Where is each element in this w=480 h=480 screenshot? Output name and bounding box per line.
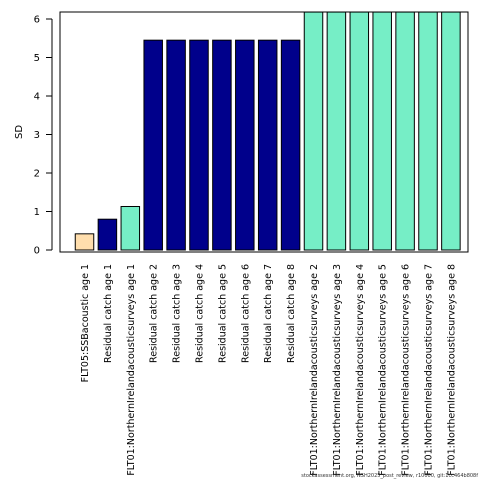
bar [441, 11, 461, 251]
bar [257, 39, 278, 251]
bar [235, 39, 255, 251]
bar [74, 233, 95, 251]
bar [372, 11, 392, 251]
y-tick-label: 1 [34, 207, 40, 218]
x-tick-label: Residual catch age 1 [103, 264, 114, 363]
bar [97, 218, 118, 251]
y-tick-label: 3 [34, 130, 40, 141]
bars [74, 11, 461, 251]
bar [120, 205, 141, 251]
x-axis-labels: FLT05:SSBacoustic age 1 Residual catch ag… [80, 264, 457, 476]
bar [303, 11, 324, 251]
x-tick-label: FLT01:NorthernIrelandacousticsurveys age… [332, 264, 343, 476]
x-tick-label: Residual catch age 6 [240, 264, 251, 363]
y-tick-label: 6 [34, 15, 40, 26]
x-tick-label: FLT05:SSBacoustic age 1 [80, 264, 91, 382]
bar [143, 39, 163, 251]
bar [212, 39, 232, 251]
plot-frame [59, 11, 469, 253]
y-axis-ticks: 0 1 2 3 4 5 6 [34, 15, 52, 257]
x-tick-label: FLT01:NorthernIrelandacousticsurveys age… [401, 264, 412, 476]
bar [395, 11, 415, 251]
x-tick-label: FLT01:NorthernIrelandacousticsurveys age… [309, 264, 320, 476]
y-tick-label: 0 [34, 246, 40, 257]
x-tick-label: Residual catch age 3 [172, 264, 183, 363]
bar [418, 11, 438, 251]
x-tick-label: FLT01:NorthernIrelandacousticsurveys age… [355, 264, 366, 476]
x-tick-label: FLT01:NorthernIrelandacousticsurveys age… [378, 264, 389, 476]
x-tick-label: Residual catch age 7 [263, 264, 274, 363]
x-tick-label: FLT01:NorthernIrelandacousticsurveys age… [126, 264, 137, 476]
x-tick-label: Residual catch age 2 [149, 264, 160, 363]
footnote: stockassessment.org, NSH2025_post_review… [301, 473, 478, 479]
y-axis-label: SD [14, 125, 25, 139]
x-tick-label: FLT01:NorthernIrelandacousticsurveys age… [446, 264, 457, 476]
y-tick-label: 2 [34, 169, 40, 180]
bar [326, 11, 347, 251]
bar [349, 11, 370, 251]
y-tick-label: 4 [34, 92, 40, 103]
x-tick-label: Residual catch age 4 [195, 264, 206, 363]
bar [189, 39, 209, 251]
x-tick-label: FLT01:NorthernIrelandacousticsurveys age… [424, 264, 435, 476]
x-tick-label: Residual catch age 5 [217, 264, 228, 363]
bar [166, 39, 186, 251]
bar [280, 39, 301, 251]
x-tick-label: Residual catch age 8 [286, 264, 297, 363]
y-tick-label: 5 [34, 53, 40, 64]
